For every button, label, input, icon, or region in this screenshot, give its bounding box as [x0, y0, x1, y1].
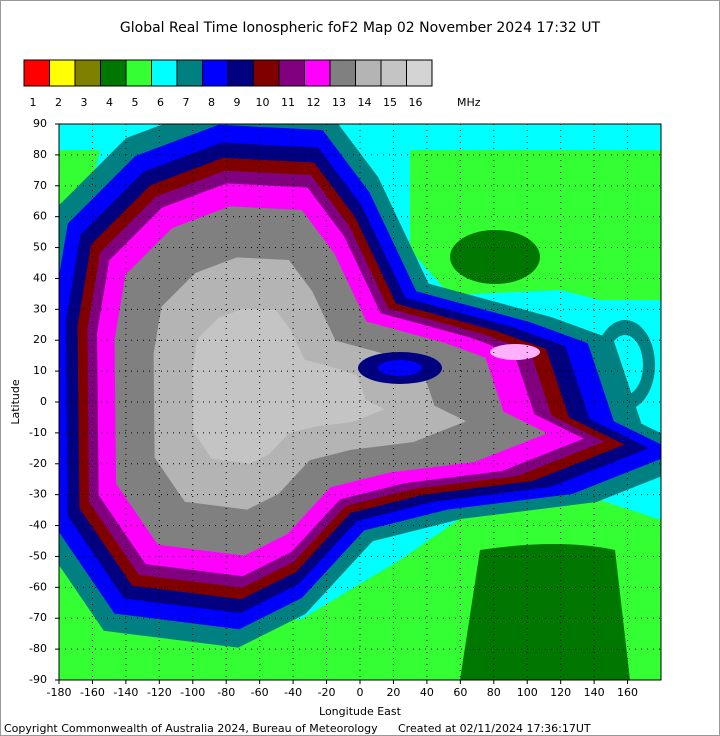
legend-swatch — [304, 59, 331, 87]
y-tick-label: -20 — [29, 457, 47, 470]
y-tick-label: 60 — [33, 210, 47, 223]
legend-swatch — [23, 59, 50, 87]
legend-swatch — [176, 59, 203, 87]
x-tick-label: -160 — [80, 686, 105, 699]
y-tick-label: -60 — [29, 580, 47, 593]
x-tick-label: 100 — [517, 686, 538, 699]
x-tick-label: -120 — [147, 686, 172, 699]
x-tick-label: -140 — [113, 686, 138, 699]
y-tick-label: -40 — [29, 519, 47, 532]
legend-swatch — [202, 59, 229, 87]
y-tick-label: -30 — [29, 488, 47, 501]
dark-green-zone — [450, 230, 540, 284]
x-tick-label: 20 — [386, 686, 400, 699]
legend-label: 13 — [332, 96, 346, 109]
legend-label: 5 — [132, 96, 139, 109]
x-tick-label: -80 — [217, 686, 235, 699]
legend-label: 3 — [81, 96, 88, 109]
legend-swatch — [329, 59, 356, 87]
legend-swatch — [100, 59, 127, 87]
legend-label: 14 — [358, 96, 372, 109]
legend-label: 6 — [157, 96, 164, 109]
legend-swatch — [125, 59, 152, 87]
x-tick-label: -40 — [284, 686, 302, 699]
dark-green-zone — [460, 544, 630, 680]
legend-unit: MHz — [457, 96, 481, 109]
x-tick-label: -100 — [180, 686, 205, 699]
y-tick-label: -50 — [29, 549, 47, 562]
x-tick-label: -20 — [318, 686, 336, 699]
x-tick-label: 120 — [550, 686, 571, 699]
copyright: Copyright Commonwealth of Australia 2024… — [4, 722, 378, 735]
legend-swatch — [227, 59, 254, 87]
foF2-field — [59, 124, 661, 680]
x-tick-label: 0 — [357, 686, 364, 699]
legend-swatch — [151, 59, 178, 87]
legend-swatch — [355, 59, 382, 87]
map-title: Global Real Time Ionospheric foF2 Map 02… — [120, 20, 601, 36]
legend-swatch — [49, 59, 76, 87]
x-tick-label: 160 — [617, 686, 638, 699]
x-tick-label: 40 — [420, 686, 434, 699]
contour-band — [378, 360, 422, 376]
legend-label: 8 — [208, 96, 215, 109]
y-tick-label: -80 — [29, 642, 47, 655]
y-tick-label: -90 — [29, 673, 47, 686]
legend-label: 15 — [383, 96, 397, 109]
legend-label: 11 — [281, 96, 295, 109]
created-time: Created at 02/11/2024 17:36:17UT — [398, 722, 591, 735]
y-tick-label: 80 — [33, 148, 47, 161]
y-tick-label: 10 — [33, 364, 47, 377]
y-tick-label: 70 — [33, 179, 47, 192]
legend-swatch — [380, 59, 407, 87]
y-axis-label: Latitude — [9, 379, 22, 425]
contour-band — [192, 308, 385, 464]
legend-swatch — [406, 59, 433, 87]
legend-swatch — [253, 59, 280, 87]
y-tick-label: 30 — [33, 302, 47, 315]
legend-label: 12 — [307, 96, 321, 109]
x-tick-label: -180 — [47, 686, 72, 699]
legend-label: 16 — [409, 96, 423, 109]
x-axis-label: Longitude East — [319, 705, 402, 718]
legend-label: 7 — [183, 96, 190, 109]
contour-band — [490, 344, 540, 360]
y-tick-label: -10 — [29, 426, 47, 439]
y-tick-label: -70 — [29, 611, 47, 624]
y-tick-label: 90 — [33, 117, 47, 130]
legend-label: 1 — [30, 96, 37, 109]
legend-swatch — [278, 59, 305, 87]
x-tick-label: 140 — [584, 686, 605, 699]
legend-label: 2 — [55, 96, 62, 109]
green-zone — [410, 150, 661, 300]
legend-label: 10 — [256, 96, 270, 109]
y-tick-label: 40 — [33, 271, 47, 284]
x-tick-label: -60 — [251, 686, 269, 699]
y-tick-label: 0 — [40, 395, 47, 408]
x-tick-label: 60 — [453, 686, 467, 699]
x-tick-label: 80 — [487, 686, 501, 699]
legend-label: 9 — [234, 96, 241, 109]
y-tick-label: 50 — [33, 241, 47, 254]
legend-label: 4 — [106, 96, 113, 109]
legend-swatch — [74, 59, 101, 87]
y-tick-label: 20 — [33, 333, 47, 346]
